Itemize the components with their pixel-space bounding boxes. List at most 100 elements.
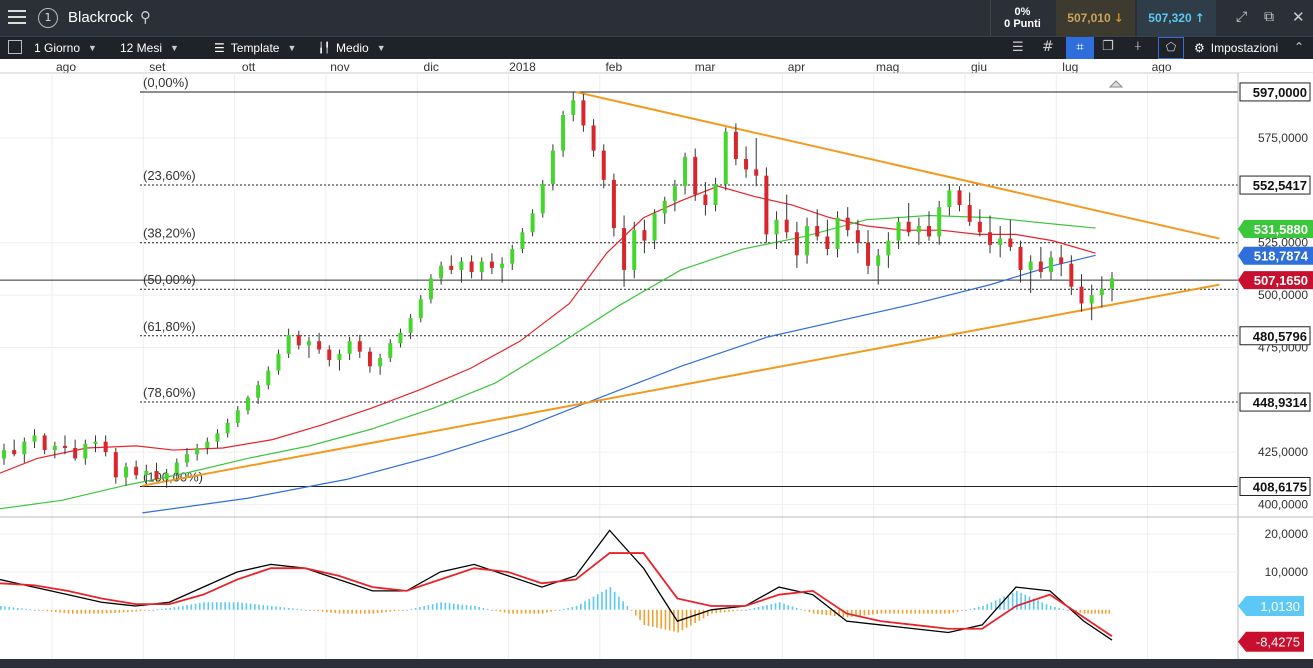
fibonacci-label: (23,60%) xyxy=(143,168,196,183)
histogram-bar xyxy=(647,609,650,626)
candle-body xyxy=(764,175,769,235)
histogram-bar xyxy=(1101,609,1104,614)
oscillator-panel: 20,0000 10,0000 1,0130 -8,4275 xyxy=(0,516,1313,652)
candle-body xyxy=(235,410,240,423)
candle-body xyxy=(184,454,189,463)
candle-body xyxy=(113,452,118,478)
candle-body xyxy=(83,443,88,459)
histogram-bar xyxy=(711,609,713,614)
x-tick-label: nov xyxy=(330,60,349,74)
histogram-bar xyxy=(499,609,502,612)
fibonacci-levels: (0,00%)(23,60%)(38,20%)(50,00%)(61,80%)(… xyxy=(0,75,1238,487)
histogram-bar xyxy=(16,607,19,610)
candle-body xyxy=(601,150,606,180)
candle-body xyxy=(73,447,78,459)
histogram-bar xyxy=(127,609,129,613)
scroll-marker-icon[interactable] xyxy=(1108,80,1124,88)
search-icon[interactable]: ⚲ xyxy=(140,8,151,26)
histogram-bar xyxy=(783,603,785,610)
histogram-bar xyxy=(1083,609,1086,614)
histogram-bar xyxy=(224,602,226,610)
histogram-bar xyxy=(1066,609,1069,611)
interval-dropdown[interactable]: 1 Giorno xyxy=(34,37,97,59)
histogram-bar xyxy=(402,609,404,611)
histogram-bar xyxy=(76,609,78,614)
draw-tool-icon[interactable]: ⬠ xyxy=(1158,37,1184,59)
histogram-bar xyxy=(723,609,726,613)
candle-body xyxy=(957,190,962,206)
crosshair-icon[interactable]: ⌗ xyxy=(1066,37,1094,59)
hamburger-menu-icon[interactable] xyxy=(8,8,26,24)
candle-body xyxy=(927,225,932,237)
candle-body xyxy=(449,265,454,270)
y-tick-label: 575,0000 xyxy=(1258,131,1308,145)
histogram-bar xyxy=(520,609,523,614)
histogram-bar xyxy=(393,609,396,612)
histogram-bar xyxy=(567,607,569,610)
buy-price-button[interactable]: 507,320 ↑ xyxy=(1137,0,1216,36)
list-icon[interactable]: ☰ xyxy=(1012,40,1024,55)
histogram-bar xyxy=(211,602,214,610)
histogram-bar xyxy=(897,609,900,614)
sell-price-button[interactable]: 507,010 ↓ xyxy=(1056,0,1135,36)
layers-icon[interactable]: ❐ xyxy=(1102,39,1114,54)
histogram-bar xyxy=(389,609,392,612)
x-tick-label: feb xyxy=(605,60,622,74)
info-icon[interactable]: 1 xyxy=(38,8,58,28)
histogram-bar xyxy=(579,603,582,610)
histogram-bar xyxy=(630,609,633,611)
histogram-bar xyxy=(956,609,959,612)
chart-canvas[interactable]: ago set ott nov dic 2018 feb mar apr mag giu lug ago… xyxy=(0,59,1313,659)
histogram-bar xyxy=(152,609,155,611)
histogram-bar xyxy=(55,609,57,613)
candle-body xyxy=(754,169,759,176)
histogram-bar xyxy=(21,608,23,610)
popout-icon[interactable]: ⧉ xyxy=(1264,9,1274,25)
histogram-bar xyxy=(876,609,878,615)
histogram-bar xyxy=(778,602,781,610)
histogram-bar xyxy=(1028,596,1031,610)
candle-body xyxy=(784,219,789,233)
range-dropdown[interactable]: 12 Mesi xyxy=(120,37,179,59)
candle-body xyxy=(835,217,840,250)
template-dropdown[interactable]: ☰ Template xyxy=(214,37,296,59)
oscillator-badge xyxy=(1238,595,1304,616)
histogram-bar xyxy=(71,609,74,614)
candle-body xyxy=(703,194,708,206)
histogram-bar xyxy=(901,609,904,614)
histogram-bar xyxy=(1054,606,1056,610)
candle-body xyxy=(876,255,881,266)
price-axis-background xyxy=(1238,73,1313,659)
close-icon[interactable]: ✕ xyxy=(1292,8,1305,26)
average-dropdown[interactable]: ╽╿ Medio xyxy=(318,37,386,59)
histogram-bar xyxy=(232,602,235,610)
candle-body xyxy=(622,228,627,270)
histogram-bar xyxy=(715,609,718,614)
change-pct: 0% xyxy=(1014,6,1031,18)
histogram-bar xyxy=(690,609,692,626)
histogram-bar xyxy=(944,609,946,614)
chevron-up-icon[interactable]: ⌃ xyxy=(1294,40,1305,54)
histogram-bar xyxy=(444,602,447,610)
histogram-bar xyxy=(1032,598,1035,610)
expand-icon[interactable]: ⤢ xyxy=(1236,9,1248,25)
histogram-bar xyxy=(977,606,980,610)
calendar-icon[interactable] xyxy=(8,40,22,54)
settings-button[interactable]: ⚙ Impostazioni xyxy=(1194,37,1278,59)
histogram-bar xyxy=(1108,609,1111,614)
histogram-bar xyxy=(889,609,891,614)
histogram-bar xyxy=(643,609,646,625)
histogram-bar xyxy=(821,609,823,615)
candle-body xyxy=(205,441,210,448)
candle-body xyxy=(388,343,393,358)
histogram-bar xyxy=(4,606,6,610)
candles-icon: ╽╿ xyxy=(318,42,331,54)
candle-body xyxy=(500,263,505,268)
indicator-icon[interactable]: ⍭ xyxy=(1134,39,1142,54)
grid-icon[interactable]: # xyxy=(1042,39,1054,55)
candle-body xyxy=(32,435,37,442)
histogram-bar xyxy=(999,598,1001,610)
histogram-bar xyxy=(524,609,527,614)
histogram-bar xyxy=(931,609,933,614)
histogram-bar xyxy=(859,609,862,616)
